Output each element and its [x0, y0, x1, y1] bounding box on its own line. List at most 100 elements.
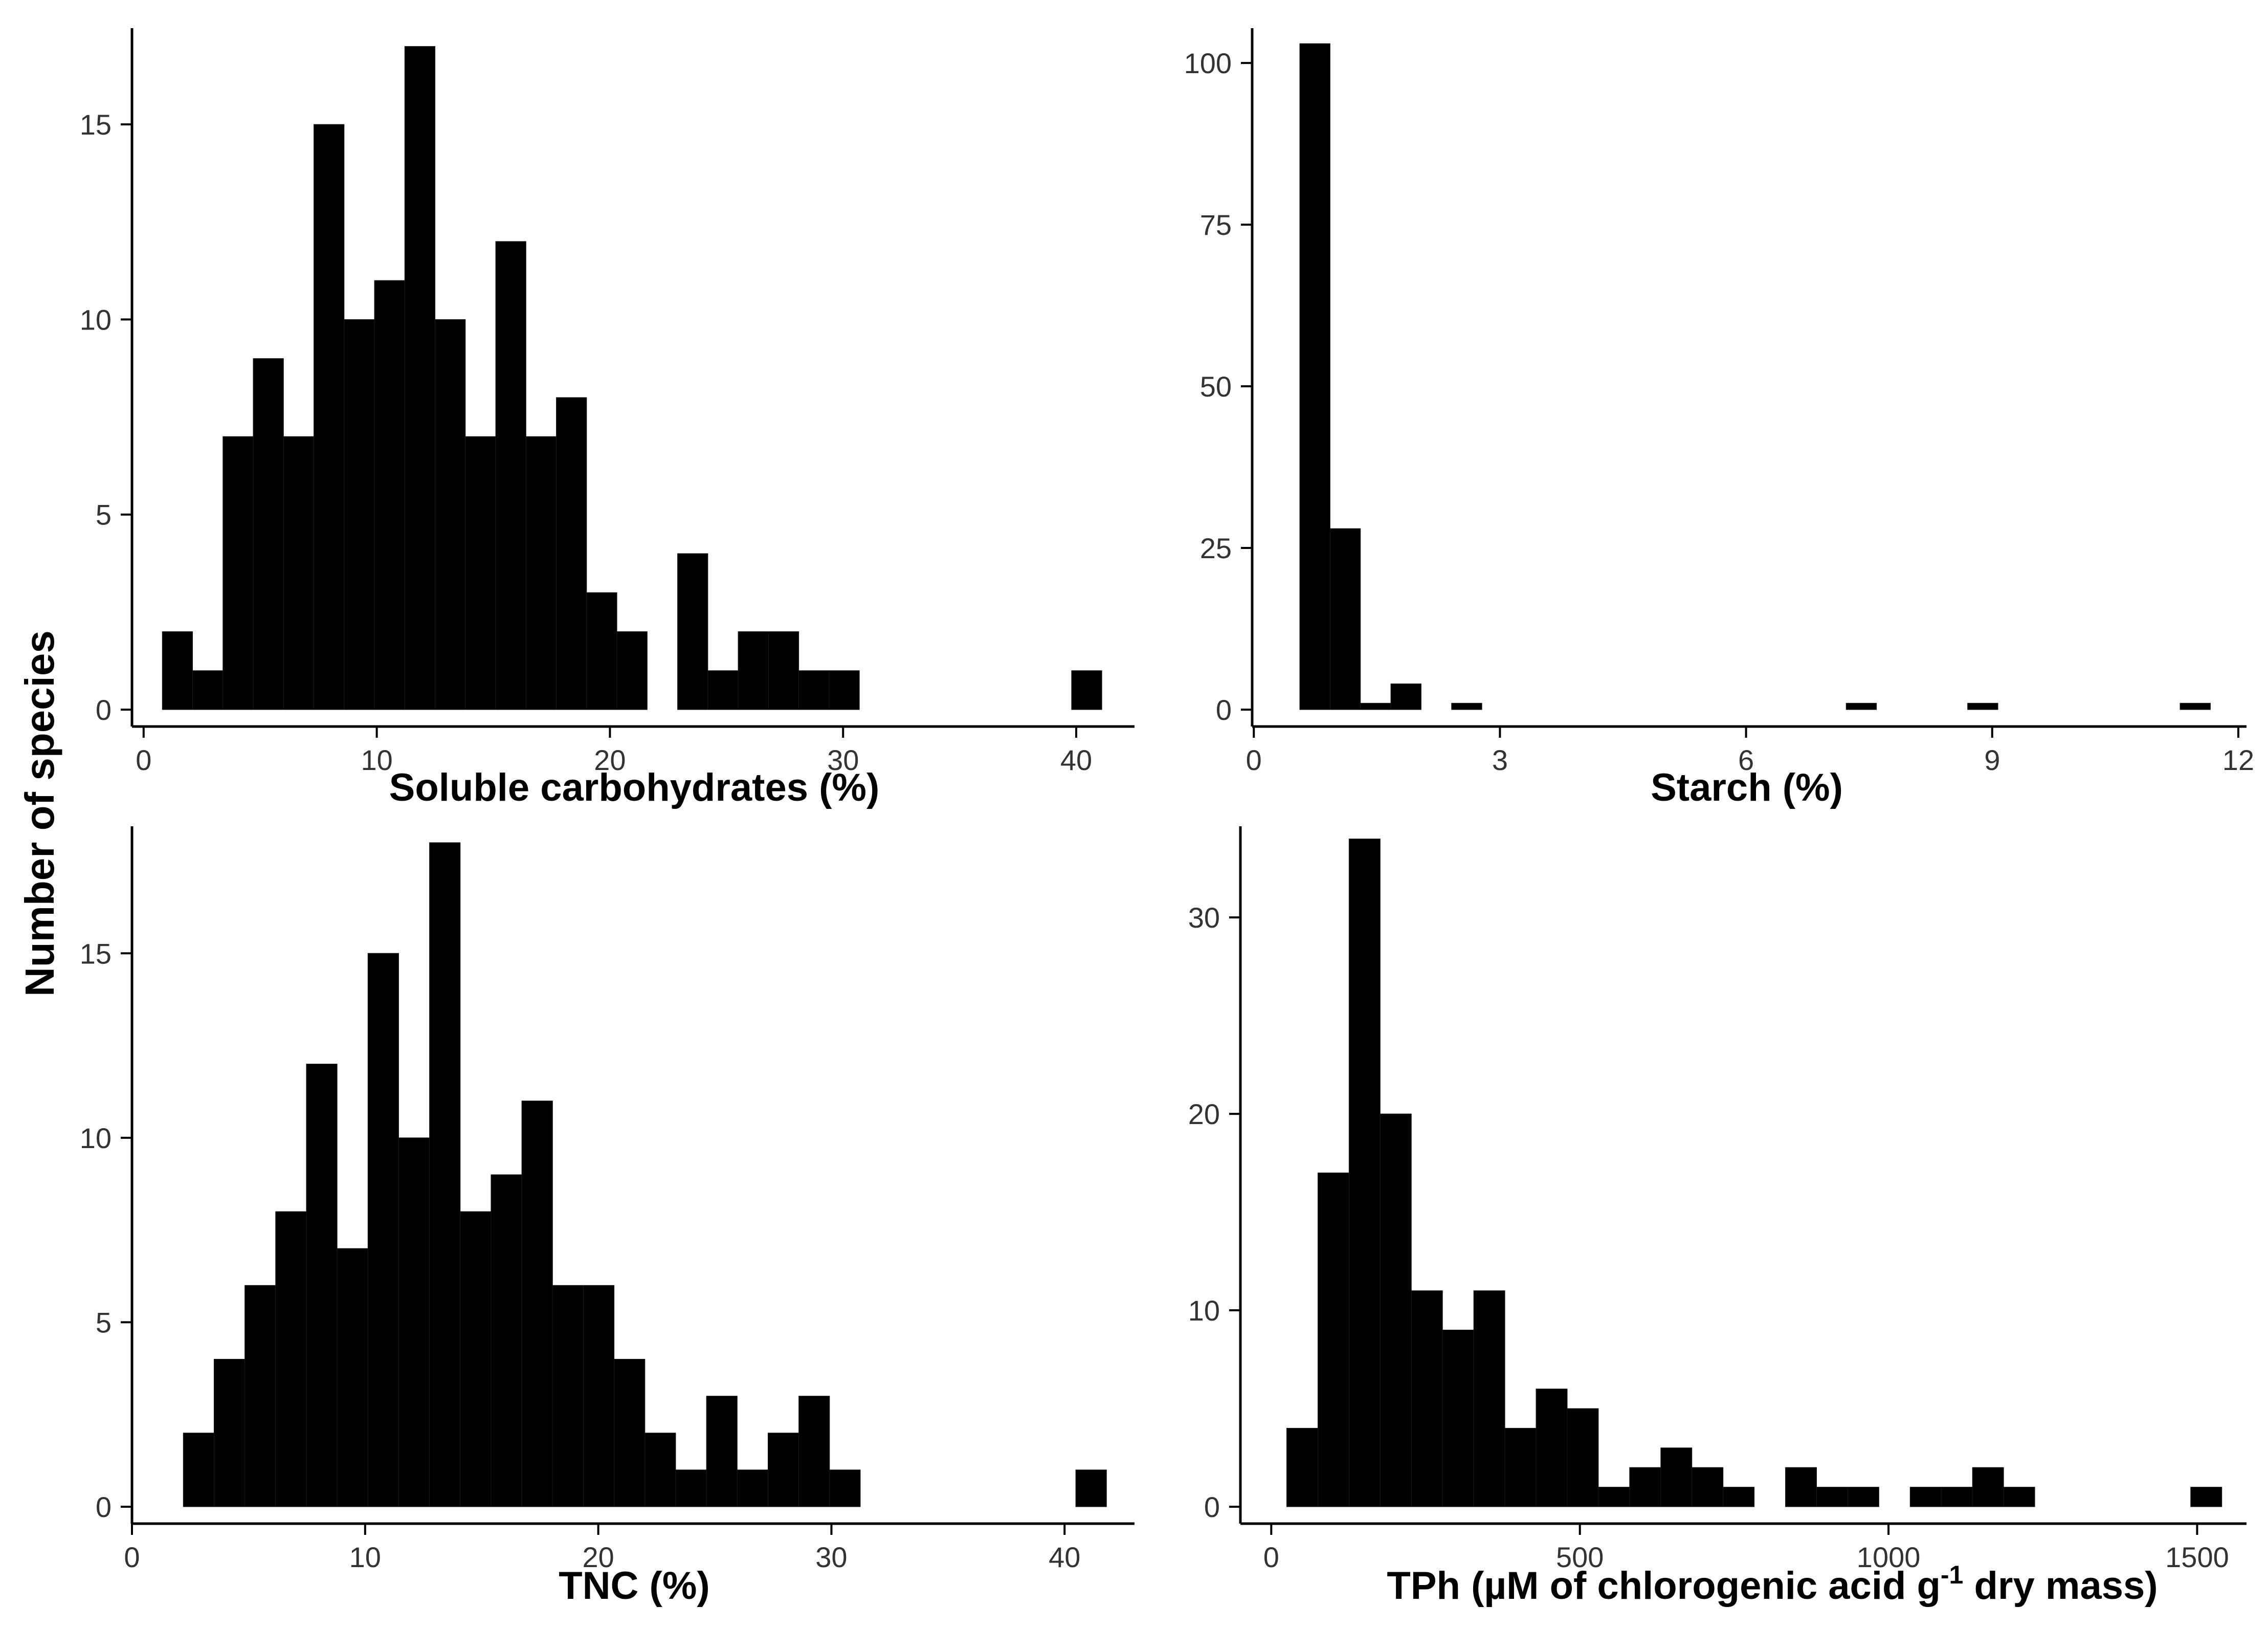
histogram-bar — [1390, 683, 1421, 710]
histogram-bar — [738, 631, 769, 710]
histogram-bar — [1660, 1447, 1693, 1507]
histogram-bar — [583, 1285, 615, 1507]
y-tick-label: 0 — [1216, 694, 1232, 726]
x-axis-title: Soluble carbohydrates (%) — [389, 766, 880, 809]
x-axis-title: TPh (µM of chlorogenic acid g-1 dry mass… — [1387, 1560, 2158, 1608]
histogram-bar — [525, 436, 557, 710]
x-tick-label: 0 — [124, 1541, 140, 1573]
y-tick-label: 10 — [1188, 1294, 1220, 1327]
histogram-bar — [1329, 528, 1361, 710]
histogram-bar — [1847, 1487, 1879, 1507]
x-axis-title: Starch (%) — [1651, 766, 1843, 809]
histogram-bar — [1442, 1329, 1474, 1507]
histogram-bar — [1909, 1487, 1942, 1507]
histogram-bar — [706, 1396, 738, 1507]
y-tick-label: 15 — [80, 108, 112, 141]
histogram-bar — [435, 319, 466, 710]
histogram-bar — [1348, 839, 1381, 1507]
histogram-bar — [767, 1433, 799, 1507]
y-axis-title: Number of species — [17, 630, 62, 997]
x-tick-label: 9 — [1984, 744, 2000, 776]
histogram-bar — [404, 46, 436, 710]
histogram-bar — [275, 1211, 307, 1507]
histogram-bar — [314, 124, 345, 710]
histogram-bar — [306, 1064, 338, 1507]
histogram-bar — [737, 1469, 768, 1507]
histogram-bar — [1567, 1408, 1599, 1507]
histogram-bar — [1299, 43, 1330, 710]
histogram-bar — [1629, 1467, 1661, 1507]
histogram-bar — [1723, 1487, 1755, 1507]
x-tick-label: 0 — [1263, 1541, 1279, 1573]
histogram-tnc: 0 5 10 15 0 10 20 30 40 TNC (%) — [80, 826, 1135, 1608]
histogram-bar — [616, 631, 648, 710]
histogram-bar — [677, 553, 708, 710]
histogram-bar — [344, 319, 375, 710]
y-tick-label: 20 — [1188, 1098, 1220, 1130]
histogram-bar — [337, 1248, 368, 1507]
x-tick-label: 10 — [361, 744, 392, 776]
histogram-bar — [465, 436, 496, 710]
histogram-bar — [429, 842, 461, 1507]
y-tick-label: 5 — [96, 499, 112, 531]
histogram-bar — [552, 1285, 584, 1507]
y-tick-label: 100 — [1184, 47, 1232, 79]
histogram-bar — [183, 1433, 214, 1507]
x-tick-label: 30 — [827, 744, 859, 776]
histogram-bar — [1317, 1172, 1349, 1507]
histogram-bar — [1845, 702, 1877, 710]
histogram-bar — [644, 1433, 676, 1507]
histogram-bar — [829, 1469, 861, 1507]
x-tick-label: 12 — [2222, 744, 2254, 776]
y-tick-label: 0 — [96, 1491, 112, 1523]
histogram-bar — [1071, 670, 1102, 710]
histogram-bar — [495, 241, 526, 710]
histogram-bar — [614, 1359, 646, 1507]
x-tick-label: 500 — [1556, 1541, 1604, 1573]
histogram-starch: 0 25 50 75 100 0 3 6 9 12 Starch (%) — [1184, 28, 2254, 809]
histogram-bar — [1411, 1290, 1443, 1507]
histogram-bar — [1075, 1469, 1107, 1507]
x-tick-label: 6 — [1738, 744, 1754, 776]
histogram-bar — [283, 436, 315, 710]
y-tick-label: 10 — [80, 303, 112, 336]
histogram-bar — [1972, 1467, 2004, 1507]
histogram-bar — [162, 631, 193, 710]
histogram-bar — [1286, 1427, 1318, 1507]
histogram-bar — [2180, 702, 2211, 710]
x-tick-label: 3 — [1492, 744, 1508, 776]
histogram-bar — [1360, 702, 1391, 710]
histogram-bar — [374, 280, 405, 710]
x-tick-label: 40 — [1060, 744, 1092, 776]
y-tick-label: 75 — [1200, 209, 1232, 241]
histogram-bar — [223, 436, 254, 710]
histogram-bar — [556, 397, 587, 710]
y-tick-label: 30 — [1188, 901, 1220, 934]
histogram-bar — [1816, 1487, 1848, 1507]
histogram-bar — [521, 1101, 553, 1507]
y-tick-label: 0 — [96, 694, 112, 726]
x-tick-label: 0 — [136, 744, 151, 776]
x-tick-label: 10 — [349, 1541, 381, 1573]
x-tick-label: 40 — [1049, 1541, 1080, 1573]
histogram-bar — [586, 592, 617, 710]
histogram-bar — [213, 1359, 246, 1507]
histogram-bar — [253, 358, 284, 710]
histogram-bar — [367, 953, 399, 1507]
y-tick-label: 0 — [1204, 1491, 1220, 1523]
x-tick-label: 0 — [1246, 744, 1262, 776]
histogram-bar — [1473, 1290, 1505, 1507]
y-tick-label: 10 — [80, 1122, 112, 1154]
x-tick-label: 20 — [582, 1541, 614, 1573]
histogram-bar — [491, 1174, 522, 1507]
x-tick-label: 30 — [815, 1541, 847, 1573]
histogram-bar — [1598, 1487, 1630, 1507]
histogram-bar — [398, 1137, 430, 1507]
histogram-bar — [1692, 1467, 1724, 1507]
histogram-bar — [768, 631, 799, 710]
y-tick-label: 5 — [96, 1306, 112, 1338]
histogram-bar — [2190, 1487, 2222, 1507]
histogram-bar — [829, 670, 860, 710]
histogram-bar — [1504, 1427, 1537, 1507]
